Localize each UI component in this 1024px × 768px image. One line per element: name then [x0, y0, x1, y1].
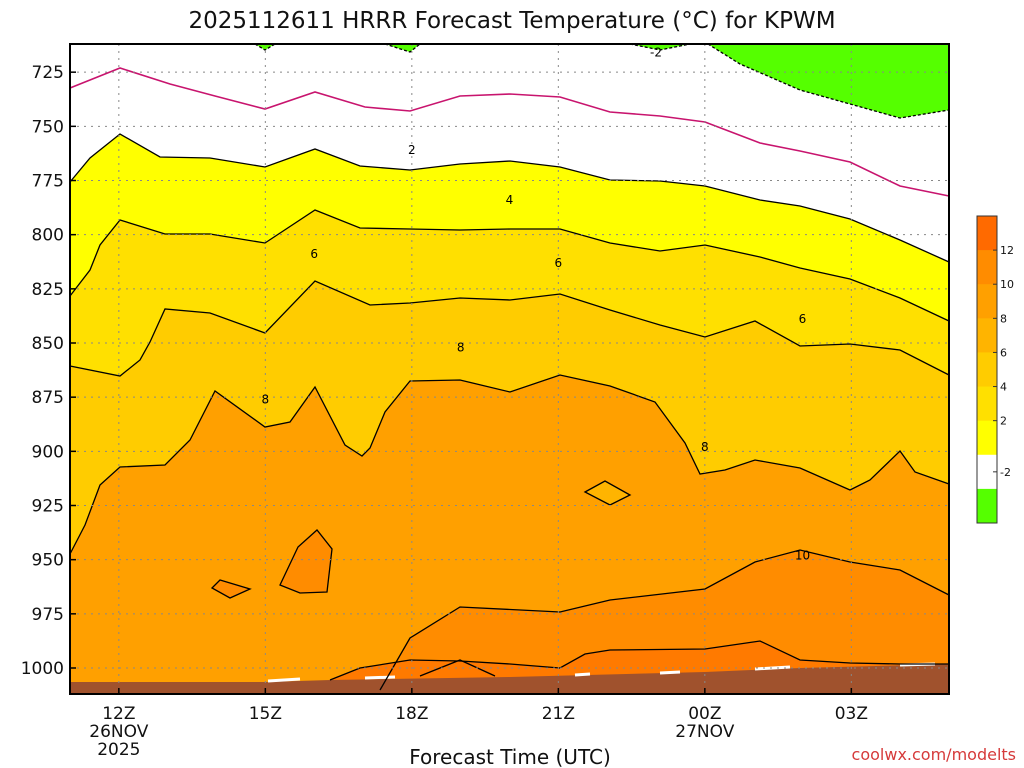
- y-tick-label: 950: [32, 551, 64, 571]
- chart-title: 2025112611 HRRR Forecast Temperature (°C…: [188, 8, 835, 34]
- contour-label: 6: [799, 312, 807, 326]
- contour-4: [69, 209, 950, 322]
- x-tick-sublabel: 2025: [97, 740, 140, 760]
- y-tick-label: 850: [32, 334, 64, 354]
- ground-white-ticks: [267, 662, 936, 683]
- colorbar-segment: [977, 284, 997, 319]
- y-tick-label: 975: [32, 605, 64, 625]
- x-tick-label: 18Z: [395, 704, 428, 724]
- contour-0-freezing-line: [69, 67, 950, 197]
- y-tick-label: 775: [32, 172, 64, 192]
- fill-10-12-b: [212, 580, 250, 598]
- fill-cold-green-b: [255, 44, 275, 50]
- plot-area: [70, 44, 949, 694]
- y-tick-label: 900: [32, 442, 64, 462]
- contour-10-island-b: [210, 579, 252, 599]
- fill-cold-green-d: [630, 44, 690, 50]
- colorbar-segment: [977, 420, 997, 456]
- contour-label: 2: [408, 143, 416, 157]
- credit-text: coolwx.com/modelts: [852, 745, 1016, 764]
- x-tick-label: 12Z: [102, 704, 135, 724]
- colorbar-tick-label: 4: [1000, 381, 1007, 394]
- y-tick-label: 875: [32, 388, 64, 408]
- colorbar-segment: [977, 488, 997, 524]
- x-tick-label: 21Z: [542, 704, 575, 724]
- contour-minus2-b: [629, 43, 691, 51]
- x-tick-label: 15Z: [249, 704, 282, 724]
- fill-8-10: [380, 550, 949, 694]
- contour-8-pocket: [583, 480, 632, 506]
- colorbar-segment: [977, 386, 997, 422]
- colorbar-tick-label: -2: [1000, 466, 1011, 479]
- colorbar-segment: [977, 318, 997, 353]
- colorbar-tick-label: 12: [1000, 244, 1014, 257]
- colorbar-segment: [977, 352, 997, 388]
- fill-cold-green: [708, 44, 949, 118]
- y-tick-label: 750: [32, 117, 64, 137]
- contour-label: 10: [795, 548, 810, 562]
- contour-labels: 2 4 6 6 6 8 8 8 10 -2: [262, 46, 811, 563]
- ground-terrain: [70, 664, 949, 694]
- contour-10-island-a: [279, 529, 333, 594]
- y-axis: 725 750 775 800 825 850 875 900 925 950 975 1000: [21, 63, 76, 679]
- x-tick-label: 03Z: [835, 704, 868, 724]
- x-tick-label: 00Z: [688, 704, 721, 724]
- y-tick-label: 825: [32, 280, 64, 300]
- y-tick-label: 1000: [21, 659, 64, 679]
- fill-12-b: [420, 660, 495, 676]
- colorbar: 12 10 8 6 4 2 -2: [976, 215, 1014, 524]
- y-tick-label: 800: [32, 226, 64, 246]
- contour-label: 8: [262, 392, 270, 406]
- contour-6: [69, 280, 950, 377]
- contour-minus2-d: [254, 43, 276, 51]
- contour-minus2: [707, 43, 950, 119]
- contour-minus2-c: [384, 43, 421, 53]
- x-tick-sublabel: 27NOV: [675, 722, 734, 742]
- colorbar-segment: [977, 216, 997, 251]
- contour-12: [329, 640, 949, 681]
- y-tick-label: 725: [32, 63, 64, 83]
- colorbar-tick-label: 6: [1000, 346, 1007, 359]
- contour-2: [69, 133, 950, 263]
- colorbar-tick-label: 8: [1000, 312, 1007, 325]
- contour-lines: [69, 43, 950, 691]
- contour-label: 6: [555, 256, 563, 270]
- contour-label: 8: [457, 340, 465, 354]
- contour-10: [379, 549, 950, 691]
- contour-12-b: [419, 659, 496, 677]
- x-tick-sublabel: 26NOV: [89, 722, 148, 742]
- colorbar-segment: [977, 454, 997, 490]
- contour-label: 6: [310, 247, 318, 261]
- contour-label: 4: [506, 193, 514, 207]
- fill-warm-pocket: [585, 481, 630, 505]
- colorbar-segment: [977, 250, 997, 285]
- colorbar-tick-label: 10: [1000, 278, 1014, 291]
- x-axis-label: Forecast Time (UTC): [409, 745, 611, 768]
- colorbar-tick-label: 2: [1000, 415, 1007, 428]
- y-tick-label: 925: [32, 497, 64, 517]
- contour-8: [69, 374, 950, 555]
- fill-cold-green-c: [385, 44, 420, 52]
- colorbar-frame: [976, 215, 998, 524]
- contour-label: 8: [701, 440, 709, 454]
- contour-label: -2: [650, 46, 662, 60]
- plot-frame: [69, 43, 950, 695]
- fill-10-12-a: [280, 530, 332, 593]
